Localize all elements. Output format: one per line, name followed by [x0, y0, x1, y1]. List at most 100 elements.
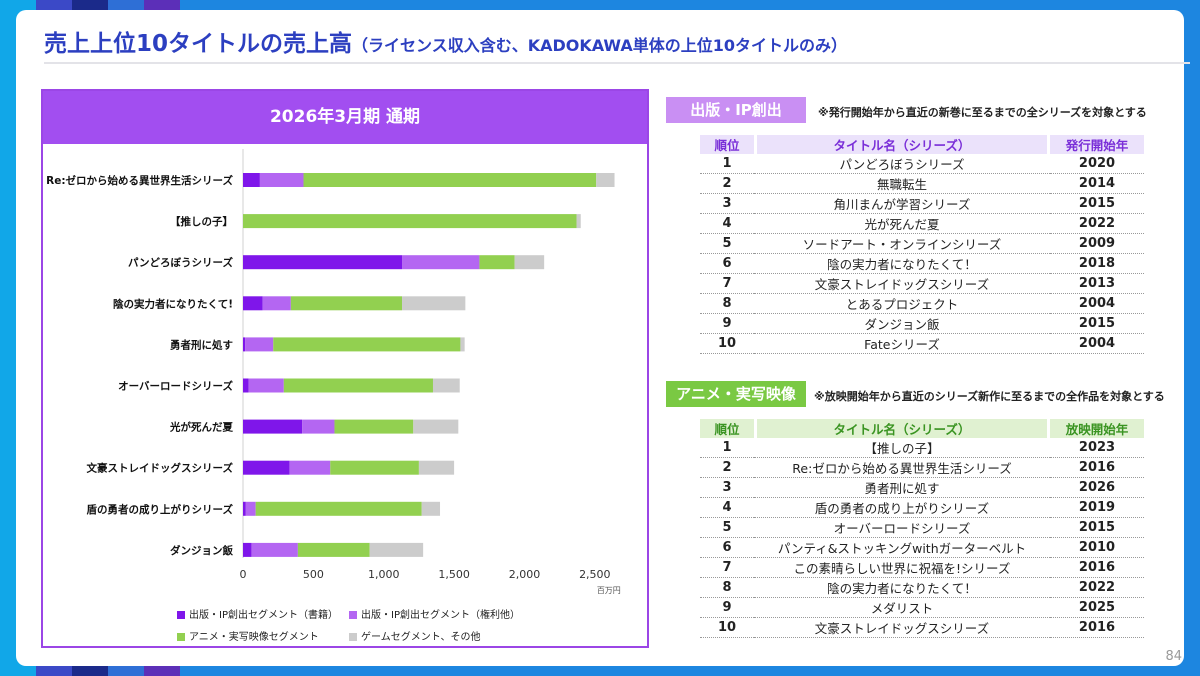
bar-segment-3 [576, 214, 581, 229]
bar-segment-2 [303, 173, 597, 187]
rank-cell: 3 [700, 194, 754, 214]
rank-cell: 5 [700, 234, 754, 254]
bar-segment-2 [330, 460, 419, 475]
bar-segment-1 [302, 419, 335, 434]
bar-segment-2 [479, 255, 515, 270]
rank-cell: 9 [700, 314, 754, 334]
bar-segment-3 [369, 542, 424, 557]
bar-segment-0 [243, 460, 290, 475]
bar-segment-1 [262, 296, 291, 311]
bar-segment-0 [243, 542, 252, 557]
rank-cell: 7 [700, 274, 754, 294]
rank-cell: 10 [700, 334, 754, 354]
year-cell: 2016 [1050, 558, 1144, 578]
bar-segment-3 [421, 501, 441, 516]
title-cell: 無職転生 [754, 174, 1050, 194]
bar-segment-3 [418, 460, 455, 475]
table-row: 1 パンどろぼうシリーズ 2020 [700, 154, 1144, 174]
chart-panel: 2026年3月期 通期 Re:ゼロから始める異世界生活シリーズ 【推しの子】 パンど… [41, 89, 649, 648]
category-label: 陰の実力者になりたくて! [113, 297, 233, 310]
anime-ranking-table: 順位 タイトル名（シリーズ） 放映開始年 1 【推しの子】 2023 2 Re:ゼロから… [700, 419, 1144, 638]
title-cell: オーバーロードシリーズ [754, 518, 1050, 538]
title-divider [44, 62, 1190, 64]
title-cell: Fateシリーズ [754, 334, 1050, 354]
title-cell: 【推しの子】 [754, 438, 1050, 458]
table-row: 5 ソードアート・オンラインシリーズ 2009 [700, 234, 1144, 254]
bar-segment-1 [289, 460, 331, 475]
bar-segment-2 [255, 501, 422, 516]
year-cell: 2022 [1050, 214, 1144, 234]
bar-segment-2 [334, 419, 414, 434]
year-cell: 2020 [1050, 154, 1144, 174]
category-label: Re:ゼロから始める異世界生活シリーズ [46, 174, 233, 187]
page-title-sub: （ライセンス収入含む、KADOKAWA単体の上位10タイトルのみ） [352, 36, 848, 55]
x-tick-label: 0 [240, 568, 247, 581]
rank-cell: 6 [700, 538, 754, 558]
unit-label: 百万円 [597, 586, 621, 595]
category-label: 勇者刑に処す [170, 338, 233, 351]
bar-segment-0 [243, 378, 249, 393]
table-row: 10 文豪ストレイドッグスシリーズ 2016 [700, 618, 1144, 638]
bar-segment-2 [297, 542, 370, 557]
year-cell: 2018 [1050, 254, 1144, 274]
rank-cell: 4 [700, 214, 754, 234]
bar-segment-1 [402, 255, 480, 270]
bar-segment-1 [251, 542, 298, 557]
bar-segment-3 [514, 255, 545, 270]
header-year: 発行開始年 [1050, 135, 1144, 154]
table-row: 3 勇者刑に処す 2026 [700, 478, 1144, 498]
year-cell: 2016 [1050, 618, 1144, 638]
bar-segment-0 [243, 501, 246, 516]
title-cell: 盾の勇者の成り上がりシリーズ [754, 498, 1050, 518]
rank-cell: 5 [700, 518, 754, 538]
title-cell: Re:ゼロから始める異世界生活シリーズ [754, 458, 1050, 478]
table-row: 2 無職転生 2014 [700, 174, 1144, 194]
page-number: 84 [1165, 649, 1182, 664]
rank-cell: 1 [700, 154, 754, 174]
title-cell: 文豪ストレイドッグスシリーズ [754, 274, 1050, 294]
table-row: 10 Fateシリーズ 2004 [700, 334, 1144, 354]
sales-bar-chart: Re:ゼロから始める異世界生活シリーズ【推しの子】パンどろぼうシリーズ陰の実力者… [46, 149, 621, 595]
publishing-section-note: ※発行開始年から直近の新巻に至るまでの全シリーズを対象とする [818, 106, 1147, 119]
bar-segment-0 [243, 255, 403, 270]
page-title: 売上上位10タイトルの売上高（ライセンス収入含む、KADOKAWA単体の上位10… [44, 24, 847, 58]
legend-item-1: 出版・IP創出セグメント（権利他） [349, 606, 520, 621]
rank-cell: 1 [700, 438, 754, 458]
publishing-ranking-table: 順位 タイトル名（シリーズ） 発行開始年 1 パンどろぼうシリーズ 2020 2 無職転… [700, 135, 1144, 354]
legend-swatch [349, 633, 357, 641]
bar-segment-3 [432, 378, 460, 393]
category-label: 光が死んだ夏 [169, 421, 233, 434]
year-cell: 2014 [1050, 174, 1144, 194]
title-cell: 文豪ストレイドッグスシリーズ [754, 618, 1050, 638]
title-cell: パンどろぼうシリーズ [754, 154, 1050, 174]
rank-cell: 6 [700, 254, 754, 274]
legend-item-3: ゲームセグメント、その他 [349, 628, 481, 643]
title-cell: とあるプロジェクト [754, 294, 1050, 314]
rank-cell: 9 [700, 598, 754, 618]
title-cell: パンティ&ストッキングwithガーターベルト [754, 538, 1050, 558]
x-tick-label: 1,000 [368, 568, 400, 581]
rank-cell: 10 [700, 618, 754, 638]
title-cell: 光が死んだ夏 [754, 214, 1050, 234]
table-row: 9 ダンジョン飯 2015 [700, 314, 1144, 334]
year-cell: 2009 [1050, 234, 1144, 254]
title-cell: 陰の実力者になりたくて！ [754, 578, 1050, 598]
title-cell: ダンジョン飯 [754, 314, 1050, 334]
legend-item-0: 出版・IP創出セグメント（書籍） [177, 606, 338, 621]
publishing-section-label: 出版・IP創出 [666, 97, 806, 123]
table-row: 9 メダリスト 2025 [700, 598, 1144, 618]
header-year: 放映開始年 [1050, 419, 1144, 438]
year-cell: 2004 [1050, 294, 1144, 314]
year-cell: 2013 [1050, 274, 1144, 294]
rank-cell: 4 [700, 498, 754, 518]
bar-segment-3 [413, 419, 459, 434]
x-tick-label: 2,000 [509, 568, 541, 581]
year-cell: 2010 [1050, 538, 1144, 558]
bar-segment-1 [248, 378, 284, 393]
table-row: 5 オーバーロードシリーズ 2015 [700, 518, 1144, 538]
legend-swatch [177, 611, 185, 619]
category-label: オーバーロードシリーズ [118, 380, 233, 393]
table-row: 6 パンティ&ストッキングwithガーターベルト 2010 [700, 538, 1144, 558]
year-cell: 2016 [1050, 458, 1144, 478]
year-cell: 2015 [1050, 314, 1144, 334]
